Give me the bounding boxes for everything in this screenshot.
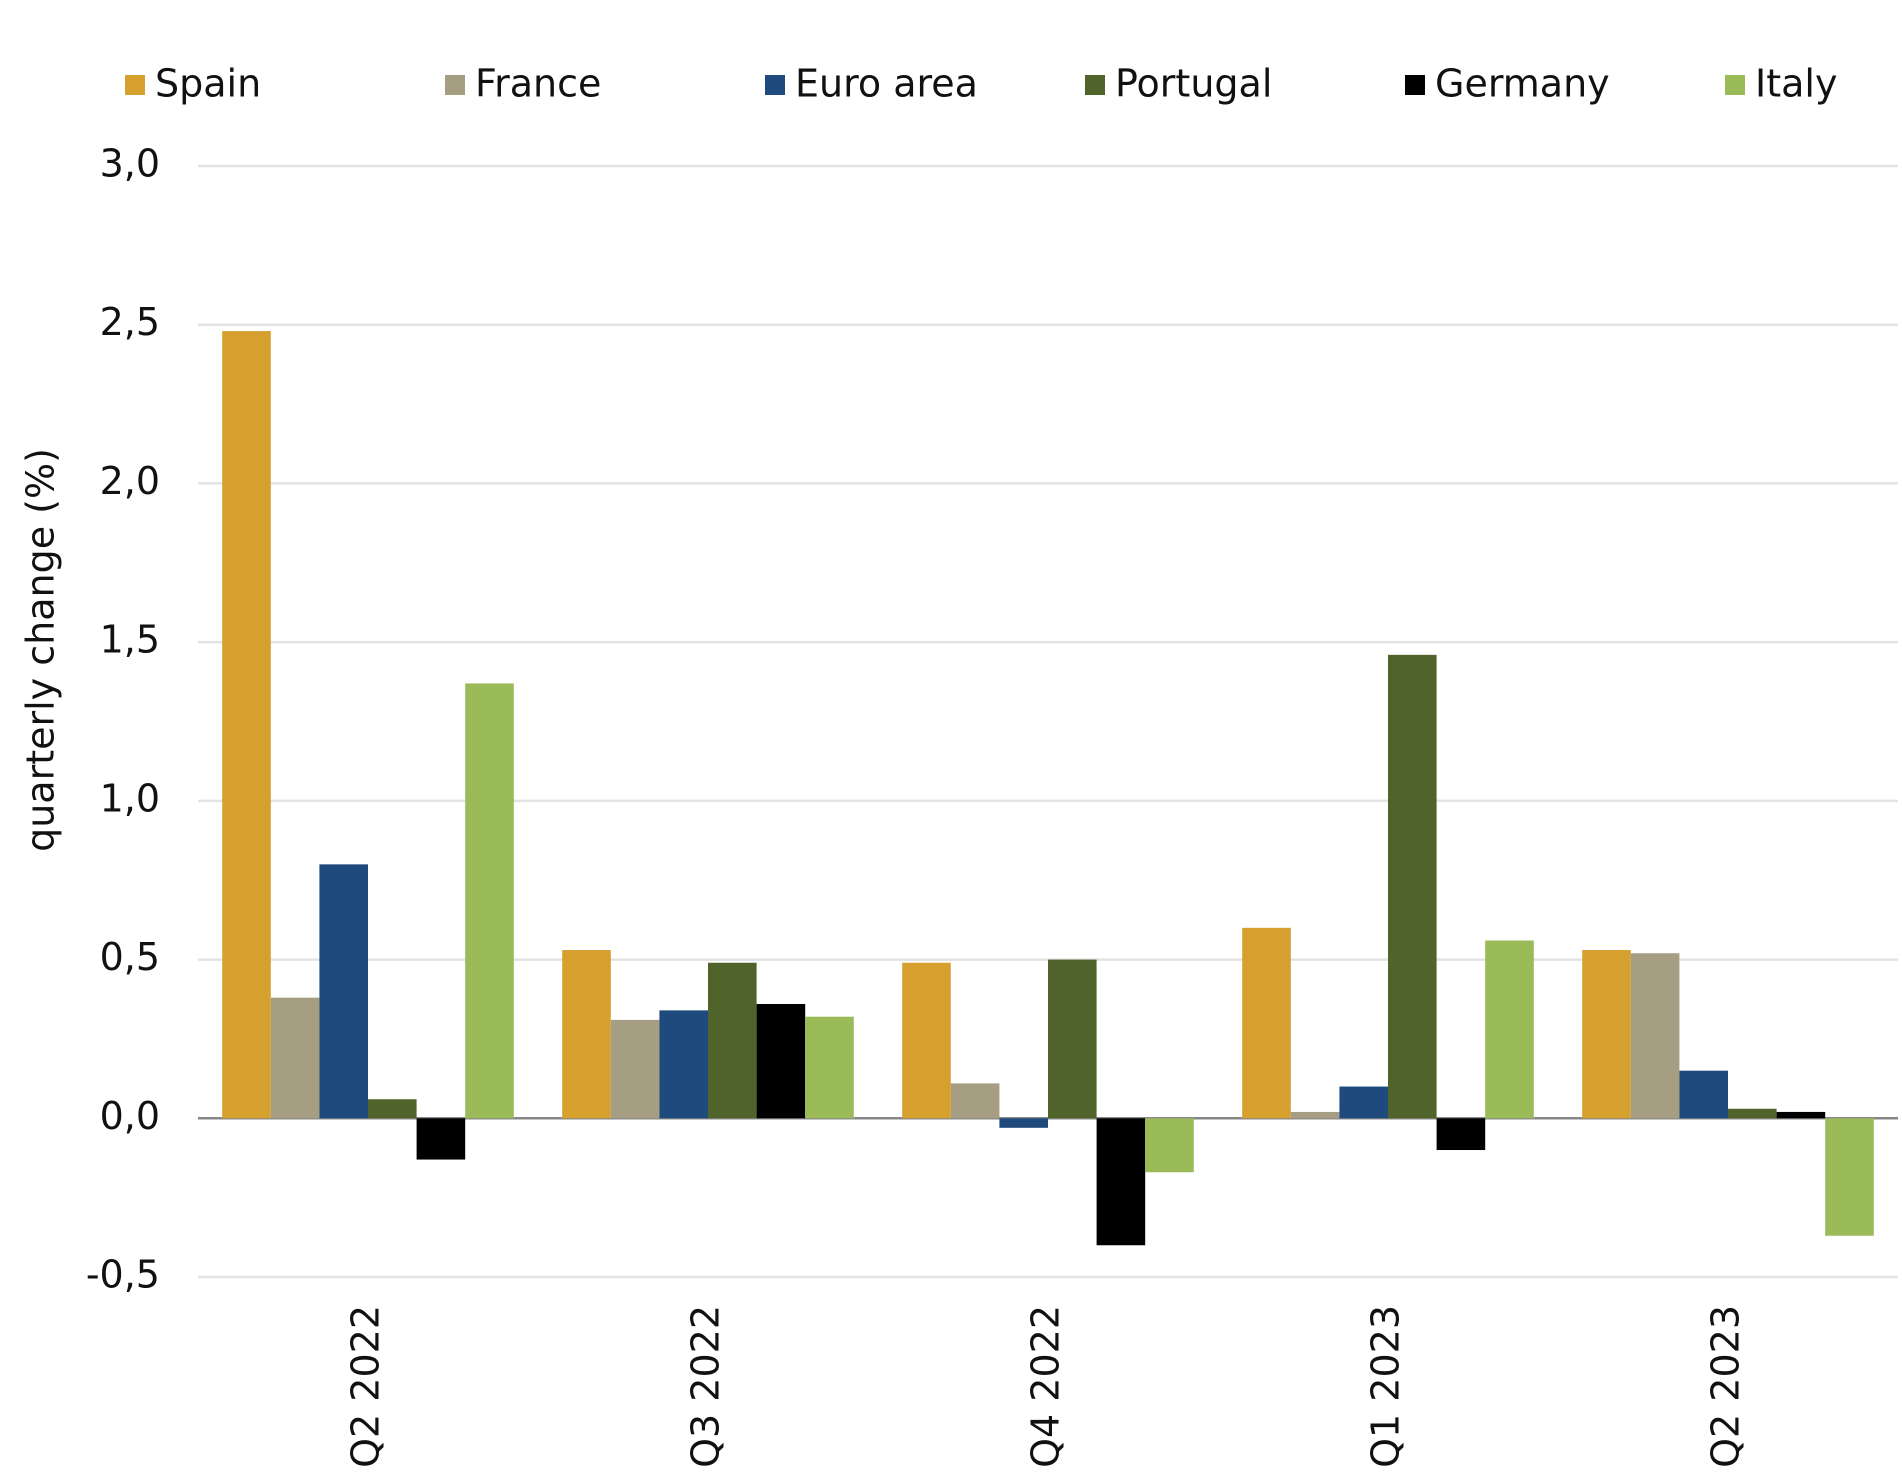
bar: [1679, 1070, 1728, 1119]
x-tick-label: Q1 2023: [1364, 1305, 1408, 1468]
bar: [1290, 1111, 1340, 1119]
bar: [1048, 959, 1097, 1119]
bar: [1485, 940, 1534, 1119]
y-tick-label: -0,5: [86, 1253, 160, 1297]
legend-swatch: [765, 75, 785, 95]
bar: [1630, 953, 1680, 1119]
bar: [319, 864, 368, 1119]
bar: [805, 1016, 854, 1119]
x-tick-label: Q2 2023: [1704, 1305, 1748, 1468]
bar: [270, 997, 320, 1119]
legend-label: France: [475, 62, 601, 106]
bar: [368, 1099, 417, 1119]
legend-swatch: [125, 75, 145, 95]
x-tick-label: Q4 2022: [1024, 1305, 1068, 1468]
bar: [465, 683, 514, 1119]
bar: [756, 1004, 806, 1119]
y-axis-title: quarterly change (%): [19, 448, 63, 852]
y-tick-label: 1,5: [100, 618, 160, 662]
bar: [1096, 1118, 1146, 1246]
bar: [416, 1118, 466, 1160]
bar: [902, 962, 951, 1119]
legend-swatch: [1405, 75, 1425, 95]
y-tick-label: 0,5: [100, 935, 160, 979]
bar: [659, 1010, 708, 1119]
y-tick-label: 3,0: [100, 142, 160, 186]
y-tick-label: 0,0: [100, 1094, 160, 1138]
bar: [1145, 1118, 1194, 1173]
legend-label: Spain: [155, 62, 261, 106]
bar: [1776, 1111, 1826, 1119]
bar: [562, 950, 611, 1119]
x-tick-label: Q3 2022: [684, 1305, 728, 1468]
y-tick-label: 1,0: [100, 776, 160, 820]
bar: [1825, 1118, 1874, 1236]
bar: [1339, 1086, 1388, 1119]
bar: [610, 1019, 660, 1119]
bar: [1242, 927, 1291, 1119]
bar: [1728, 1108, 1777, 1119]
legend-swatch: [1085, 75, 1105, 95]
bar: [999, 1118, 1048, 1128]
legend-swatch: [445, 75, 465, 95]
legend-label: Italy: [1755, 62, 1837, 106]
legend-label: Euro area: [795, 62, 978, 106]
y-tick-label: 2,0: [100, 459, 160, 503]
bar: [708, 962, 757, 1119]
bar: [950, 1083, 1000, 1119]
legend-label: Portugal: [1115, 62, 1272, 106]
legend-swatch: [1725, 75, 1745, 95]
y-tick-label: 2,5: [100, 300, 160, 344]
bar: [1436, 1118, 1486, 1151]
legend-label: Germany: [1435, 62, 1610, 106]
bar: [1388, 654, 1437, 1119]
bar: [1582, 950, 1631, 1119]
x-tick-label: Q2 2022: [344, 1305, 388, 1468]
bar: [222, 331, 271, 1119]
